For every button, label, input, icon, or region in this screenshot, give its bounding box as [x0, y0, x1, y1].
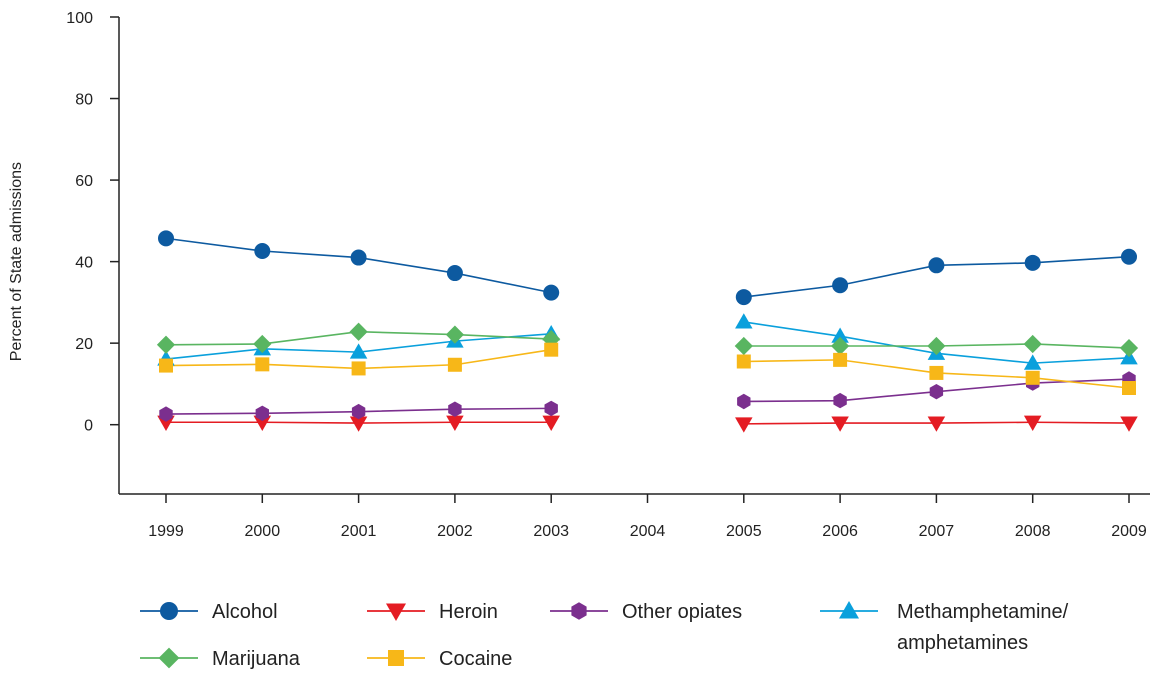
y-tick-label: 100	[66, 10, 93, 27]
axes: 100 80 60 40 20 0 1999 2000 2001 2002 2003 2004 2005…	[8, 10, 1150, 540]
heroin-point	[542, 415, 560, 431]
heroin-point	[446, 415, 464, 431]
other-opiates-point	[929, 384, 944, 400]
y-tick-label: 80	[75, 92, 93, 109]
x-tick-label: 2004	[630, 523, 666, 540]
alcohol-point	[254, 243, 271, 260]
heroin-point	[831, 416, 849, 432]
legend-swatch-marker	[160, 602, 178, 620]
heroin-point	[1120, 416, 1138, 432]
legend-label: Marijuana	[212, 648, 301, 670]
cocaine-point	[544, 342, 559, 357]
marijuana-point	[156, 335, 176, 354]
alcohol-point	[543, 284, 560, 301]
methamphetamine-amphetamines-point	[735, 313, 753, 329]
legend: Alcohol Heroin Other opiates Methamphetamin…	[140, 601, 1069, 670]
y-tick-label: 0	[84, 418, 93, 435]
legend-item-marijuana: Marijuana	[140, 647, 301, 670]
other-opiates-point	[448, 401, 462, 417]
other-opiates-point	[351, 403, 366, 420]
series-lines	[165, 237, 1130, 425]
other-opiates-point	[737, 393, 751, 410]
legend-item-other-opiates: Other opiates	[550, 601, 742, 623]
x-tick-label: 2007	[919, 523, 955, 540]
x-tick-label: 2005	[726, 523, 762, 540]
marijuana-point	[831, 336, 850, 356]
series-markers	[156, 230, 1139, 433]
legend-label: Alcohol	[212, 601, 278, 623]
cocaine-point	[929, 365, 944, 380]
legend-label: Cocaine	[439, 648, 512, 670]
other-opiates-point	[544, 400, 558, 417]
heroin-point	[157, 415, 175, 431]
x-tick-label: 2000	[245, 523, 281, 540]
legend-label: amphetamines	[897, 632, 1028, 654]
legend-item-alcohol: Alcohol	[140, 601, 278, 623]
alcohol-point	[158, 230, 174, 247]
y-tick-label: 40	[75, 255, 93, 272]
legend-swatch-marker	[388, 650, 404, 666]
legend-swatch-marker	[386, 603, 406, 621]
cocaine-point	[1025, 370, 1040, 385]
legend-label: Heroin	[439, 601, 498, 623]
legend-item-cocaine: Cocaine	[367, 648, 512, 670]
cocaine-point	[351, 361, 366, 376]
heroin-point	[349, 416, 368, 432]
heroin-point	[927, 416, 946, 432]
alcohol-point	[928, 257, 945, 274]
cocaine-point	[1122, 381, 1136, 395]
x-tick-label: 2006	[822, 523, 858, 540]
methamphetamine-amphetamines-point	[831, 327, 849, 343]
y-tick-label: 20	[75, 336, 93, 353]
methamphetamine-amphetamines-point	[1023, 354, 1042, 370]
alcohol-point	[1121, 248, 1137, 265]
other-opiates-point	[255, 405, 269, 421]
heroin-point	[253, 415, 272, 431]
x-tick-label: 2002	[437, 523, 473, 540]
y-axis-title: Percent of State admissions	[8, 162, 25, 361]
legend-swatch-marker	[571, 602, 587, 620]
heroin-point	[735, 417, 753, 433]
cocaine-point	[255, 357, 270, 372]
other-opiates-point	[159, 406, 173, 422]
marijuana-point	[445, 325, 464, 344]
marijuana-point	[349, 322, 368, 341]
x-tick-label: 2001	[341, 523, 377, 540]
x-tick-label: 2009	[1111, 523, 1147, 540]
cocaine-point	[833, 352, 848, 367]
alcohol-point	[446, 265, 463, 282]
legend-swatch-marker	[158, 647, 180, 669]
methamphetamine-amphetamines-point	[349, 343, 368, 359]
cocaine-point	[447, 357, 462, 372]
other-opiates-point	[833, 392, 847, 409]
marijuana-point	[1119, 338, 1139, 358]
legend-label: Methamphetamine/	[897, 601, 1069, 623]
marijuana-point	[927, 336, 946, 356]
legend-swatch-marker	[839, 601, 859, 619]
legend-item-methamphetamine-amphetamines: Methamphetamine/amphetamines	[820, 601, 1069, 654]
marijuana-point	[253, 334, 272, 354]
alcohol-point	[1024, 254, 1041, 271]
marijuana-point	[1023, 334, 1042, 354]
marijuana-point	[734, 336, 753, 356]
alcohol-point	[735, 289, 752, 306]
heroin-point	[1023, 415, 1042, 431]
legend-label: Other opiates	[622, 601, 742, 623]
alcohol-point	[832, 277, 849, 294]
y-tick-label: 60	[75, 173, 93, 190]
cocaine-point	[159, 358, 173, 373]
cocaine-point	[736, 354, 751, 369]
x-tick-label: 1999	[148, 523, 184, 540]
x-tick-label: 2008	[1015, 523, 1051, 540]
legend-item-heroin: Heroin	[367, 601, 498, 623]
x-tick-label: 2003	[533, 523, 569, 540]
alcohol-point	[350, 249, 367, 266]
